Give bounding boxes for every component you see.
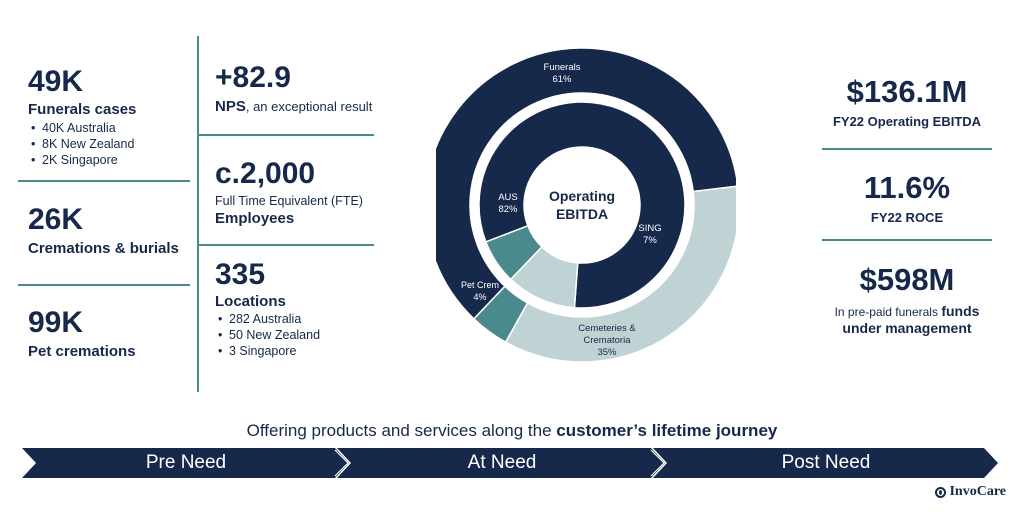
stat-ebitda: $136.1M FY22 Operating EBITDA: [822, 76, 992, 131]
stage-at-need: At Need: [467, 452, 537, 473]
divider: [18, 284, 190, 286]
roce-label: FY22 ROCE: [870, 210, 944, 225]
column-divider: [197, 36, 199, 392]
cremations-value: 26K: [28, 203, 84, 236]
outer-slice-2: [472, 285, 529, 344]
donut-hole: [524, 147, 640, 263]
arrow-segment-at-need: [337, 448, 665, 478]
stat-locations: 335 Locations 282 Australia 50 New Zeala…: [215, 258, 320, 360]
arrow-segment-pre-need: [22, 448, 349, 478]
donut-center-line1: Operating: [549, 188, 615, 204]
roce-value: 11.6%: [863, 170, 951, 205]
list-item: 3 Singapore: [215, 343, 320, 359]
list-item: 282 Australia: [215, 311, 320, 327]
pet-value: 99K: [28, 306, 84, 339]
outer-slice-1: [504, 185, 736, 363]
divider: [18, 180, 190, 182]
employees-line2: Employees: [215, 210, 295, 227]
journey-title: Offering products and services along the…: [246, 421, 778, 440]
ebitda-label: FY22 Operating EBITDA: [832, 114, 982, 129]
arrow-separator: [334, 449, 349, 477]
stat-funds: $598M In pre-paid funerals funds under m…: [812, 264, 1002, 337]
label-funerals-pct: 61%: [552, 74, 572, 85]
locations-label: Locations: [215, 293, 286, 310]
stat-nps: +82.9 NPS, an exceptional result: [215, 62, 372, 116]
funerals-label: Funerals cases: [28, 101, 137, 118]
divider: [822, 148, 992, 150]
pet-label: Pet cremations: [28, 343, 136, 360]
journey-arrow: [22, 448, 998, 478]
employees-value: c.2,000: [215, 157, 316, 190]
donut-center-line2: EBITDA: [556, 206, 608, 222]
stat-cremations: 26K Cremations & burials: [28, 204, 179, 258]
divider: [198, 134, 374, 136]
label-cemeteries-name: Cemeteries &: [578, 323, 636, 334]
label-petcrem-name: Pet Crem: [461, 280, 499, 290]
list-item: 8K New Zealand: [28, 136, 136, 152]
locations-list: 282 Australia 50 New Zealand 3 Singapore: [215, 311, 320, 359]
invocare-logo: InvoCare: [935, 484, 1006, 500]
stat-roce: 11.6% FY22 ROCE: [822, 172, 992, 227]
stat-funerals: 49K Funerals cases 40K Australia 8K New …: [28, 65, 137, 169]
label-cemeteries-pct: 35%: [597, 347, 617, 358]
outer-ring: [436, 48, 736, 363]
ebitda-donut: Operating EBITDA Funerals 61% Cemeteries…: [436, 48, 736, 363]
funds-line2: under management: [842, 320, 972, 336]
list-item: 40K Australia: [28, 120, 136, 136]
cremations-label: Cremations & burials: [28, 240, 179, 257]
list-item: 2K Singapore: [28, 152, 136, 168]
divider: [822, 239, 992, 241]
funds-value: $598M: [859, 262, 955, 297]
nps-value: +82.9: [215, 61, 291, 94]
label-petcrem-pct: 4%: [473, 292, 486, 302]
logo-mark-icon: [935, 486, 947, 498]
ebitda-value: $136.1M: [846, 74, 968, 109]
stage-post-need: Post Need: [781, 452, 871, 473]
label-sing-name: SING: [638, 223, 661, 234]
inner-ring: [478, 101, 686, 309]
label-sing-pct: 7%: [643, 235, 657, 246]
outer-slice-0: [436, 48, 736, 320]
label-nz-pct: 11%: [647, 193, 666, 204]
label-aus-name: AUS: [498, 192, 518, 203]
label-cemeteries-name2: Crematoria: [584, 335, 632, 346]
employees-line1: Full Time Equivalent (FTE): [215, 194, 363, 208]
funds-line1: In pre-paid funerals funds: [834, 303, 980, 319]
divider: [198, 244, 374, 246]
locations-value: 335: [215, 258, 266, 291]
stage-pre-need: Pre Need: [145, 452, 227, 473]
label-aus-pct: 82%: [498, 204, 518, 215]
list-item: 50 New Zealand: [215, 327, 320, 343]
arrow-separator: [650, 449, 665, 477]
funerals-value: 49K: [28, 65, 84, 98]
label-nz-name: NZ: [650, 181, 663, 192]
nps-label: NPS, an exceptional result: [215, 98, 373, 115]
stat-pet: 99K Pet cremations: [28, 307, 136, 361]
arrow-segment-post-need: [653, 448, 998, 478]
label-funerals-name: Funerals: [544, 62, 581, 73]
stat-employees: c.2,000 Full Time Equivalent (FTE) Emplo…: [215, 158, 363, 228]
funerals-list: 40K Australia 8K New Zealand 2K Singapor…: [28, 120, 136, 168]
